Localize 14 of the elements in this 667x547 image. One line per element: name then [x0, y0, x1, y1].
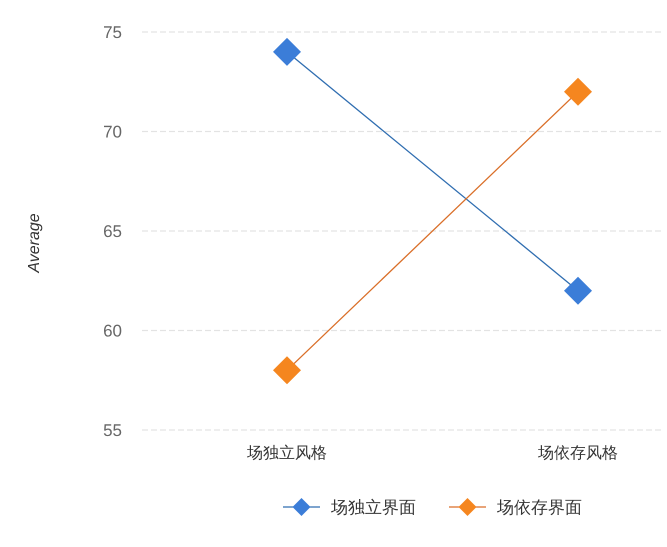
- y-tick-label: 55: [103, 421, 122, 440]
- point: [273, 38, 301, 66]
- y-tick-label: 70: [103, 122, 122, 142]
- y-tick-label: 65: [103, 222, 122, 241]
- x-tick-label: 场依存风格: [537, 445, 618, 462]
- point: [564, 276, 592, 305]
- y-tick-label: 60: [103, 322, 122, 340]
- point: [273, 356, 301, 384]
- x-tick-label: 场独立风格: [246, 444, 327, 462]
- y-tick-label: 75: [103, 23, 122, 42]
- point: [564, 78, 592, 106]
- y-axis-title: Average: [26, 213, 43, 274]
- legend-label: 场依存界面: [496, 498, 582, 517]
- legend-label: 场独立界面: [330, 498, 416, 517]
